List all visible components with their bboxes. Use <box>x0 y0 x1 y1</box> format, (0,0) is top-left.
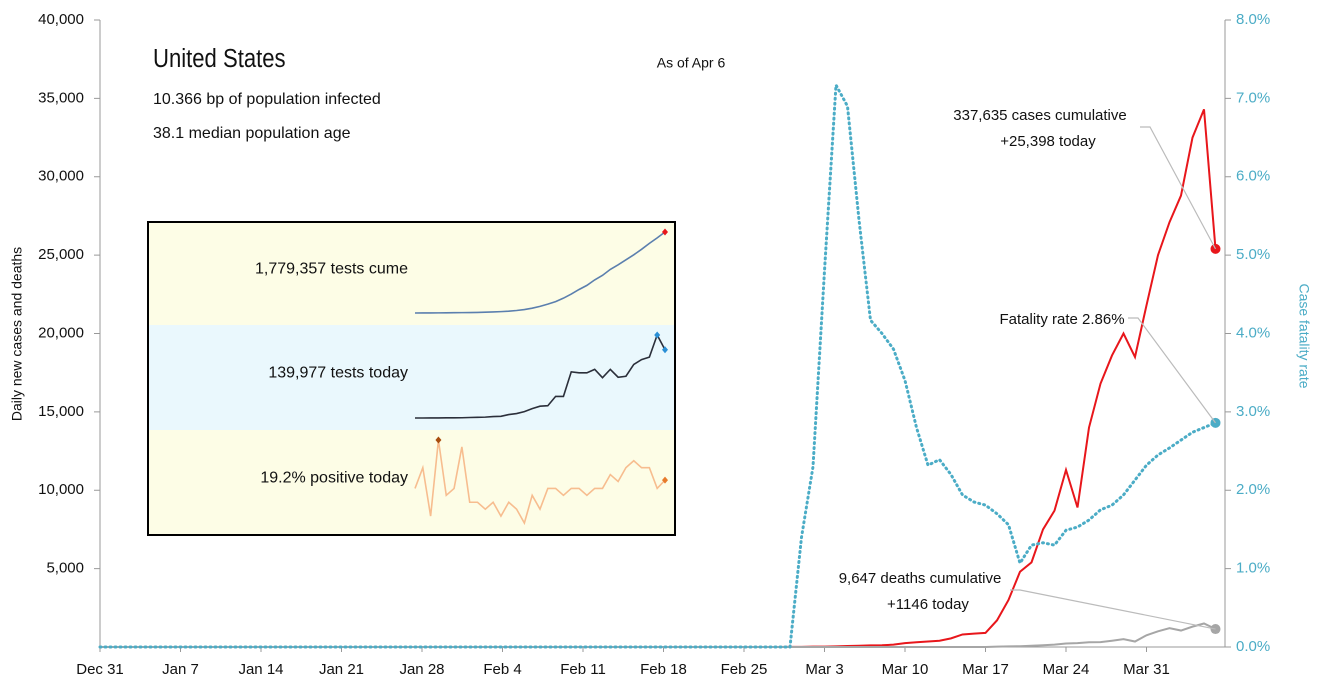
x-tick-label: Jan 28 <box>399 661 444 678</box>
date-note: As of Apr 6 <box>657 55 726 71</box>
x-tick-label: Mar 24 <box>1043 661 1090 678</box>
inset-border <box>147 221 676 536</box>
series-line <box>98 79 1217 649</box>
x-tick-label: Dec 31 <box>76 661 124 678</box>
annotation: +25,398 today <box>1000 133 1096 150</box>
inset-band <box>148 325 675 430</box>
y-tick-label: 30,000 <box>38 168 84 185</box>
annotation: Fatality rate 2.86% <box>999 311 1124 328</box>
y-axis-label: Daily new cases and deaths <box>9 247 25 421</box>
y2-tick-label: 5.0% <box>1236 246 1270 263</box>
annotation: +1146 today <box>887 596 969 613</box>
annotation: 9,647 deaths cumulative <box>839 570 1002 587</box>
leader-line <box>1010 589 1216 630</box>
x-tick-label: Mar 10 <box>882 661 929 678</box>
x-tick-label: Feb 11 <box>560 661 606 678</box>
subtitle: 10.366 bp of population infected <box>153 91 381 108</box>
y-tick-label: 40,000 <box>38 11 84 28</box>
y2-tick-label: 3.0% <box>1236 403 1270 420</box>
annotation: 337,635 cases cumulative <box>953 107 1126 124</box>
inset-band <box>148 430 675 535</box>
sparkline <box>414 439 666 526</box>
y-tick-label: 10,000 <box>38 481 84 498</box>
spark-marker <box>662 228 668 236</box>
y2-axis-label: Case fatality rate <box>1296 283 1312 388</box>
spark-marker <box>662 476 668 484</box>
y2-tick-label: 8.0% <box>1236 11 1270 28</box>
sparkline <box>414 231 666 314</box>
series-line <box>100 622 1216 648</box>
y-tick-label: 35,000 <box>38 89 84 106</box>
x-tick-label: Feb 4 <box>483 661 521 678</box>
x-tick-label: Feb 18 <box>640 661 687 678</box>
y2-tick-label: 6.0% <box>1236 168 1270 185</box>
y2-tick-label: 0.0% <box>1236 638 1270 655</box>
x-tick-label: Jan 7 <box>162 661 199 678</box>
sparkline <box>415 333 666 419</box>
y-tick-label: 20,000 <box>38 324 84 341</box>
y2-tick-label: 2.0% <box>1236 481 1270 498</box>
x-tick-label: Feb 25 <box>721 661 768 678</box>
x-tick-label: Mar 31 <box>1123 661 1170 678</box>
y2-tick-label: 1.0% <box>1236 560 1270 577</box>
chart-title: United States <box>153 44 286 73</box>
leader-line <box>1128 317 1216 424</box>
y-tick-label: 25,000 <box>38 246 84 263</box>
y-tick-label: 15,000 <box>38 403 84 420</box>
x-tick-label: Mar 3 <box>805 661 843 678</box>
leader-line <box>1140 126 1217 250</box>
spark-marker <box>435 436 442 444</box>
inset-label: 139,977 tests today <box>268 365 408 382</box>
y-tick-label: 5,000 <box>46 560 84 577</box>
x-tick-label: Mar 17 <box>962 661 1009 678</box>
x-tick-label: Jan 14 <box>238 661 283 678</box>
subtitle: 38.1 median population age <box>153 125 351 142</box>
spark-marker <box>662 346 668 354</box>
inset-label: 19.2% positive today <box>260 470 408 487</box>
inset-band <box>148 222 675 325</box>
spark-marker <box>654 331 661 339</box>
x-tick-label: Jan 21 <box>319 661 364 678</box>
y2-tick-label: 4.0% <box>1236 324 1270 341</box>
inset-label: 1,779,357 tests cume <box>255 261 408 278</box>
y2-tick-label: 7.0% <box>1236 89 1270 106</box>
